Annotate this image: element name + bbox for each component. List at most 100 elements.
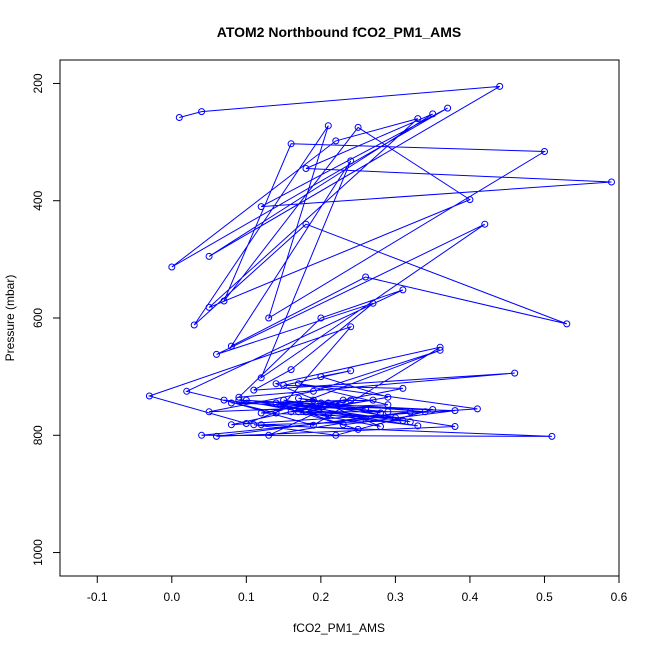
x-axis: -0.1 0.0 0.1 0.2 0.3 0.4 0.5 0.6 bbox=[87, 575, 628, 604]
data-point bbox=[466, 196, 474, 204]
x-tick-label: 0.2 bbox=[313, 590, 330, 604]
x-tick-label: 0.3 bbox=[387, 590, 404, 604]
data-point bbox=[242, 396, 250, 404]
data-point bbox=[324, 122, 332, 130]
data-point bbox=[414, 422, 422, 430]
x-tick-label: -0.1 bbox=[87, 590, 108, 604]
data-point bbox=[280, 396, 288, 404]
series-line bbox=[147, 85, 612, 437]
data-point bbox=[347, 157, 355, 165]
data-point bbox=[213, 432, 220, 440]
data-point bbox=[227, 342, 235, 350]
data-point bbox=[317, 399, 325, 407]
data-point bbox=[377, 409, 384, 417]
plot-frame bbox=[59, 59, 620, 577]
data-point bbox=[257, 421, 265, 429]
data-point bbox=[444, 104, 452, 112]
data-point bbox=[257, 203, 265, 211]
data-point bbox=[362, 273, 370, 281]
data-point bbox=[257, 374, 265, 382]
data-point bbox=[295, 380, 302, 388]
y-axis: 200 400 600 800 1000 bbox=[31, 73, 61, 566]
data-point bbox=[451, 423, 459, 430]
data-point bbox=[242, 420, 250, 427]
data-point bbox=[250, 386, 258, 394]
data-point bbox=[473, 405, 481, 413]
data-point bbox=[250, 421, 258, 429]
data-point bbox=[436, 346, 444, 354]
data-point bbox=[362, 405, 370, 413]
data-point bbox=[332, 137, 340, 145]
data-point bbox=[287, 366, 295, 374]
data-point bbox=[324, 399, 332, 407]
x-tick-label: 0.6 bbox=[611, 590, 628, 604]
data-point bbox=[496, 82, 504, 90]
data-point bbox=[332, 401, 340, 409]
data-point bbox=[429, 406, 437, 413]
data-point bbox=[399, 384, 407, 392]
data-point bbox=[406, 418, 414, 426]
data-point bbox=[391, 414, 399, 422]
data-point bbox=[265, 431, 273, 439]
y-tick-label: 400 bbox=[31, 190, 45, 210]
y-tick-label: 1000 bbox=[31, 539, 45, 566]
data-point bbox=[280, 401, 288, 409]
y-tick-label: 800 bbox=[31, 425, 45, 445]
data-point bbox=[377, 423, 384, 430]
data-point bbox=[384, 393, 392, 401]
data-point bbox=[168, 263, 176, 271]
data-point bbox=[220, 396, 228, 404]
data-point bbox=[309, 421, 317, 429]
data-point bbox=[295, 408, 302, 416]
data-point bbox=[399, 286, 407, 294]
data-point bbox=[429, 110, 437, 118]
data-point bbox=[213, 350, 220, 358]
data-point bbox=[384, 408, 392, 416]
data-point bbox=[272, 409, 280, 417]
data-point bbox=[272, 380, 280, 388]
data-point bbox=[280, 381, 288, 389]
data-point bbox=[235, 396, 243, 404]
data-point bbox=[317, 314, 325, 322]
x-axis-label: fCO2_PM1_AMS bbox=[293, 621, 385, 635]
data-point bbox=[563, 320, 571, 328]
data-point bbox=[287, 140, 295, 148]
data-point bbox=[354, 123, 362, 131]
data-point bbox=[511, 369, 519, 377]
data-point bbox=[183, 387, 191, 395]
y-axis-label: Pressure (mbar) bbox=[3, 275, 17, 362]
data-point bbox=[369, 396, 377, 404]
data-point bbox=[190, 321, 198, 329]
data-point bbox=[287, 408, 295, 416]
data-point bbox=[406, 408, 414, 416]
x-tick-label: 0.0 bbox=[163, 590, 180, 604]
data-point bbox=[205, 303, 213, 311]
data-point bbox=[272, 399, 280, 407]
data-point bbox=[257, 409, 265, 417]
data-point bbox=[227, 399, 235, 407]
data-point bbox=[309, 387, 317, 395]
data-point bbox=[451, 407, 459, 415]
data-point bbox=[339, 396, 347, 404]
y-tick-label: 200 bbox=[31, 73, 45, 93]
data-point bbox=[145, 392, 153, 400]
data-point bbox=[205, 408, 213, 416]
data-point bbox=[481, 220, 489, 228]
data-point bbox=[347, 367, 355, 375]
data-point bbox=[220, 297, 228, 305]
data-point bbox=[198, 108, 206, 116]
series-0 bbox=[145, 82, 615, 440]
y-tick-label: 600 bbox=[31, 308, 45, 328]
data-point bbox=[369, 299, 377, 307]
data-point bbox=[302, 165, 310, 172]
data-point bbox=[339, 421, 347, 429]
data-point bbox=[436, 343, 444, 351]
data-point bbox=[332, 431, 340, 439]
data-point bbox=[347, 396, 355, 404]
data-point bbox=[608, 178, 615, 186]
data-point bbox=[421, 408, 429, 416]
data-point bbox=[302, 408, 310, 416]
data-point bbox=[354, 425, 362, 433]
